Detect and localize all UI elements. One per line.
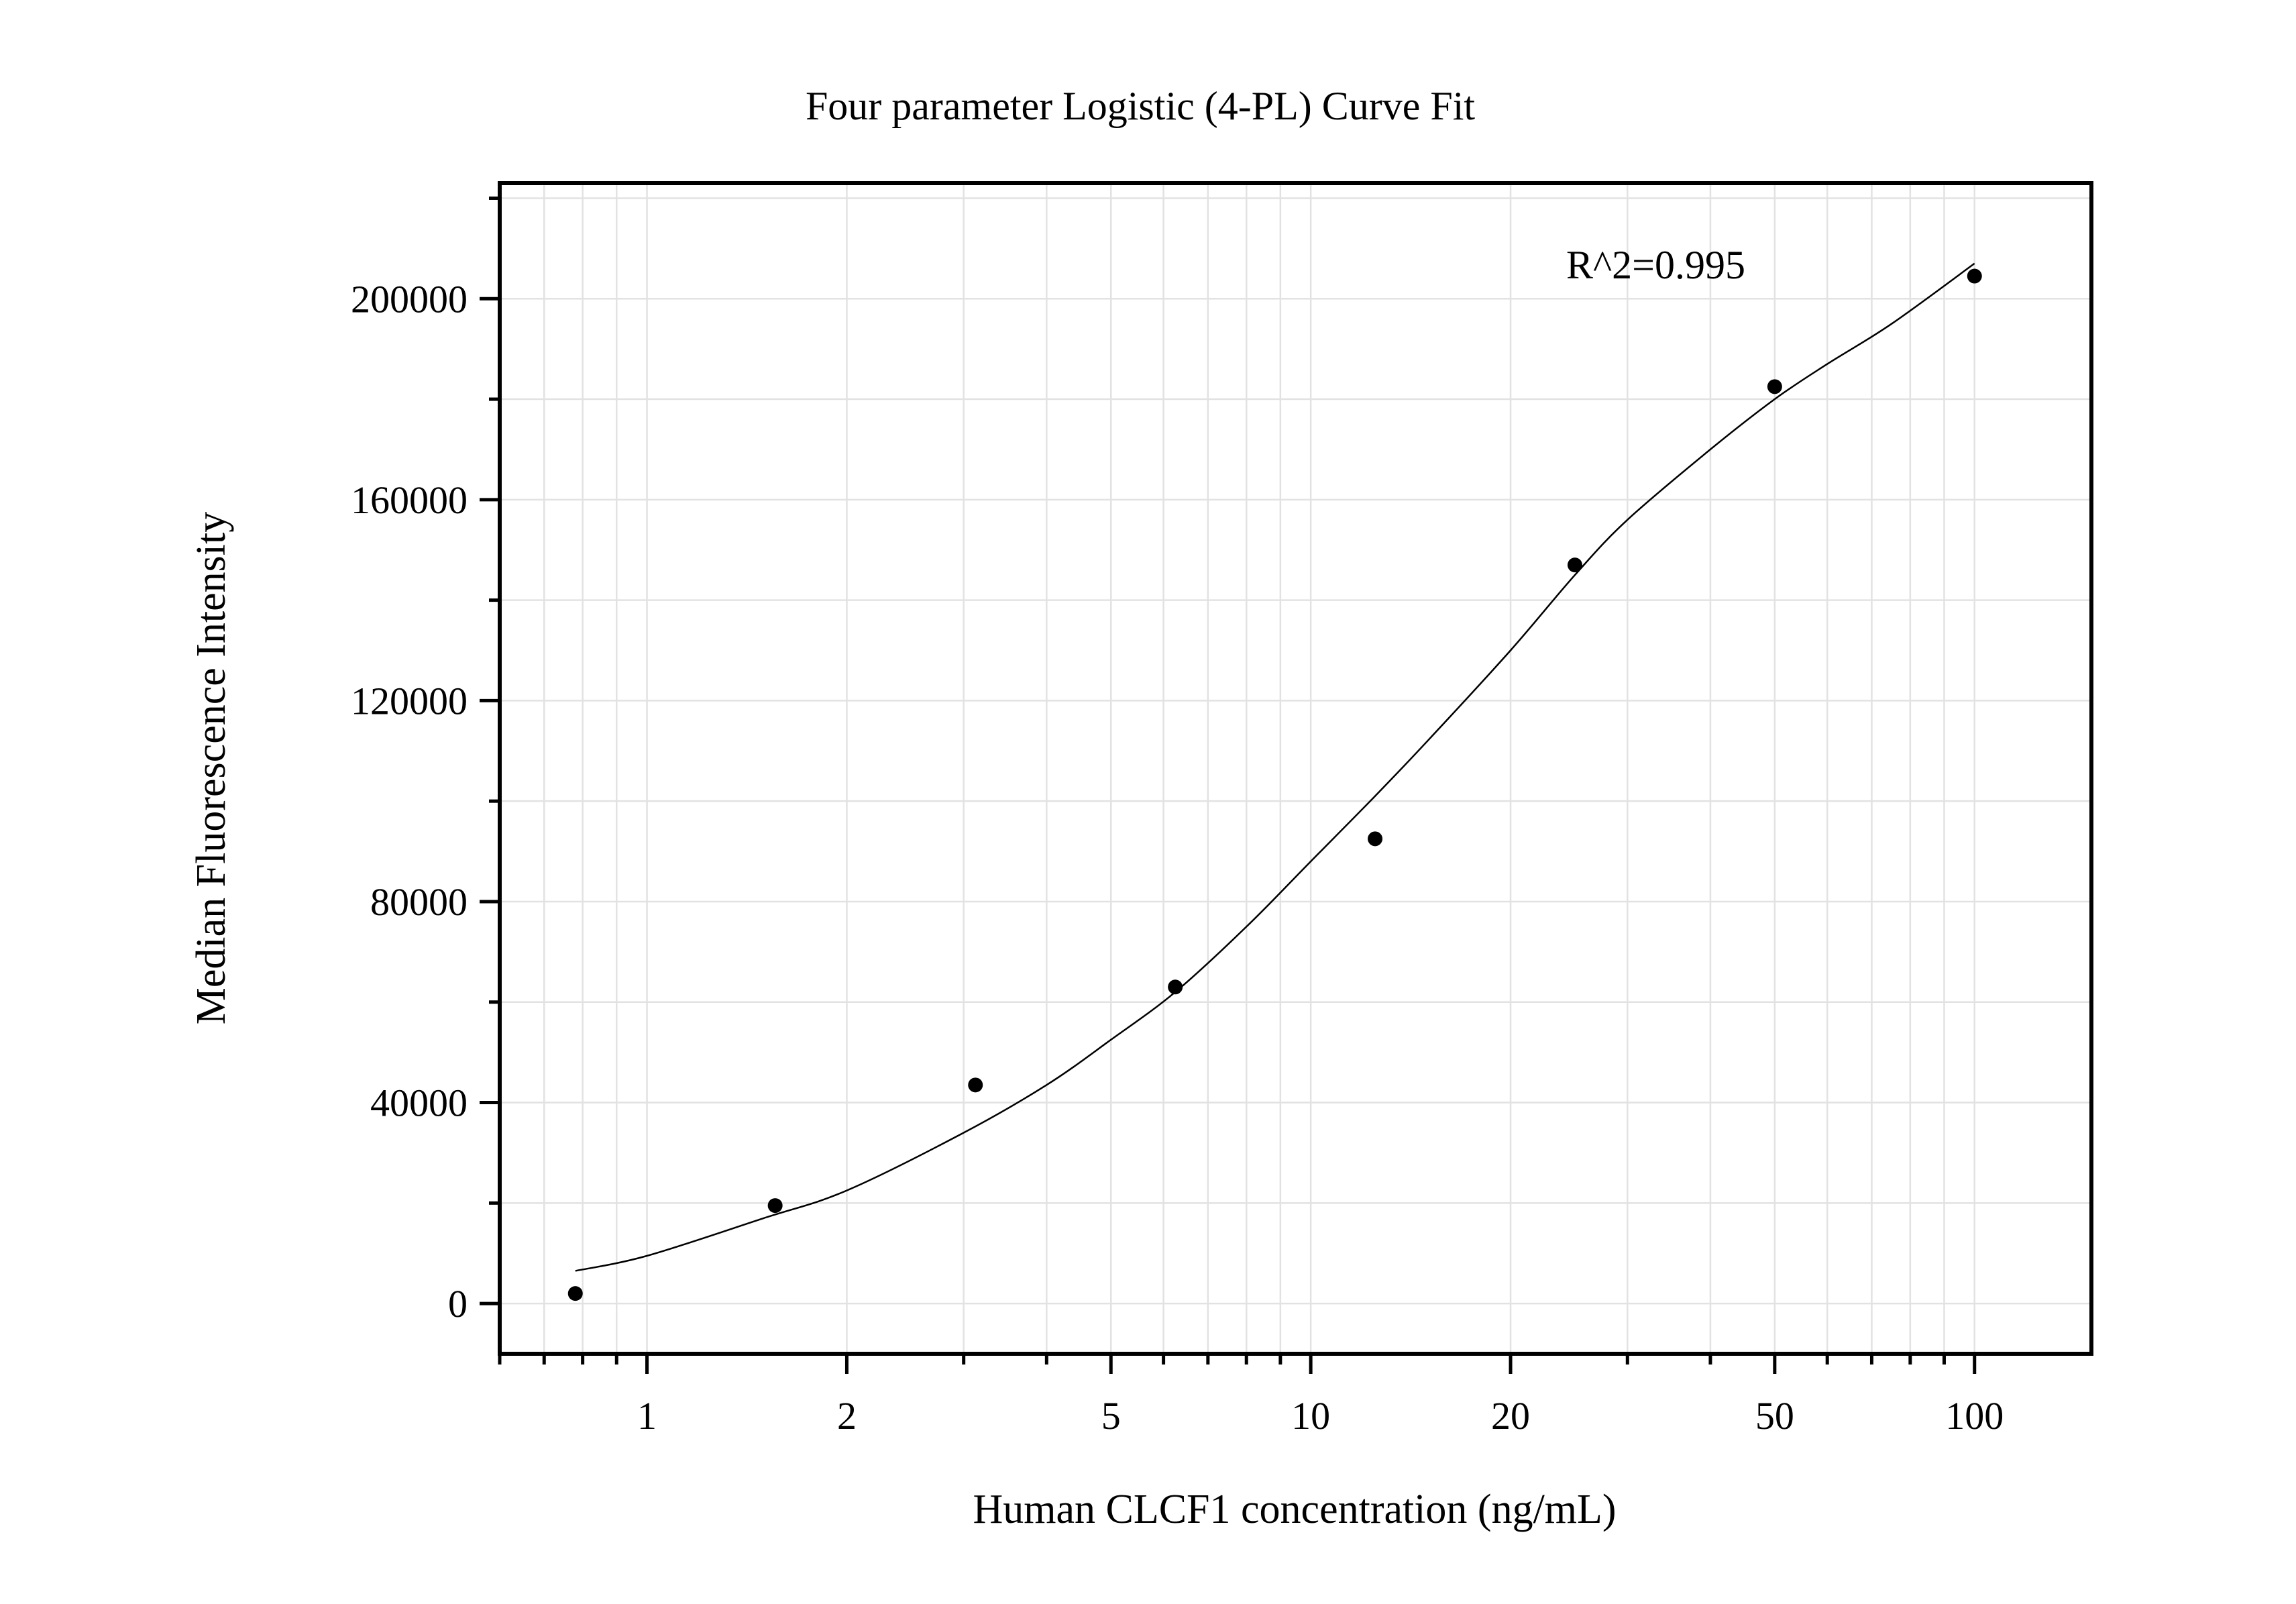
x-tick-label: 1 xyxy=(637,1394,657,1438)
data-point xyxy=(1567,557,1582,573)
fit-curve xyxy=(575,262,1975,1272)
data-point xyxy=(1967,268,1982,284)
tick-labels: 1 2 5 10 20 50 100 0 40000 80000 120000 160000 20000… xyxy=(351,277,2004,1438)
x-tick-label: 10 xyxy=(1291,1394,1330,1438)
y-axis-label: Median Fluorescence Intensity xyxy=(188,512,234,1024)
x-tick-label: 20 xyxy=(1491,1394,1530,1438)
x-axis-label: Human CLCF1 concentration (ng/mL) xyxy=(973,1487,1616,1532)
chart-title: Four parameter Logistic (4-PL) Curve Fit xyxy=(806,84,1475,128)
data-point xyxy=(1368,831,1383,847)
r-squared-annotation: R^2=0.995 xyxy=(1566,243,1745,287)
data-points xyxy=(567,268,1982,1301)
y-tick-label: 160000 xyxy=(351,478,468,522)
y-tick-label: 200000 xyxy=(351,277,468,321)
y-tick-label: 40000 xyxy=(370,1081,468,1125)
fit-curve-layer xyxy=(575,262,1975,1272)
data-point xyxy=(767,1198,783,1214)
x-tick-label: 2 xyxy=(837,1394,857,1438)
x-tick-label: 5 xyxy=(1101,1394,1121,1438)
plot-frame xyxy=(498,181,2093,1356)
data-point xyxy=(567,1286,583,1301)
data-point xyxy=(1767,379,1782,394)
y-tick-label: 120000 xyxy=(351,679,468,723)
y-tick-label: 0 xyxy=(448,1282,468,1326)
grid-lines xyxy=(498,183,2091,1354)
data-point xyxy=(1168,979,1183,995)
x-tick-label: 50 xyxy=(1755,1394,1794,1438)
x-tick-label: 100 xyxy=(1945,1394,2004,1438)
data-point xyxy=(968,1077,983,1093)
axis-ticks xyxy=(480,196,1977,1374)
y-tick-label: 80000 xyxy=(370,880,468,924)
